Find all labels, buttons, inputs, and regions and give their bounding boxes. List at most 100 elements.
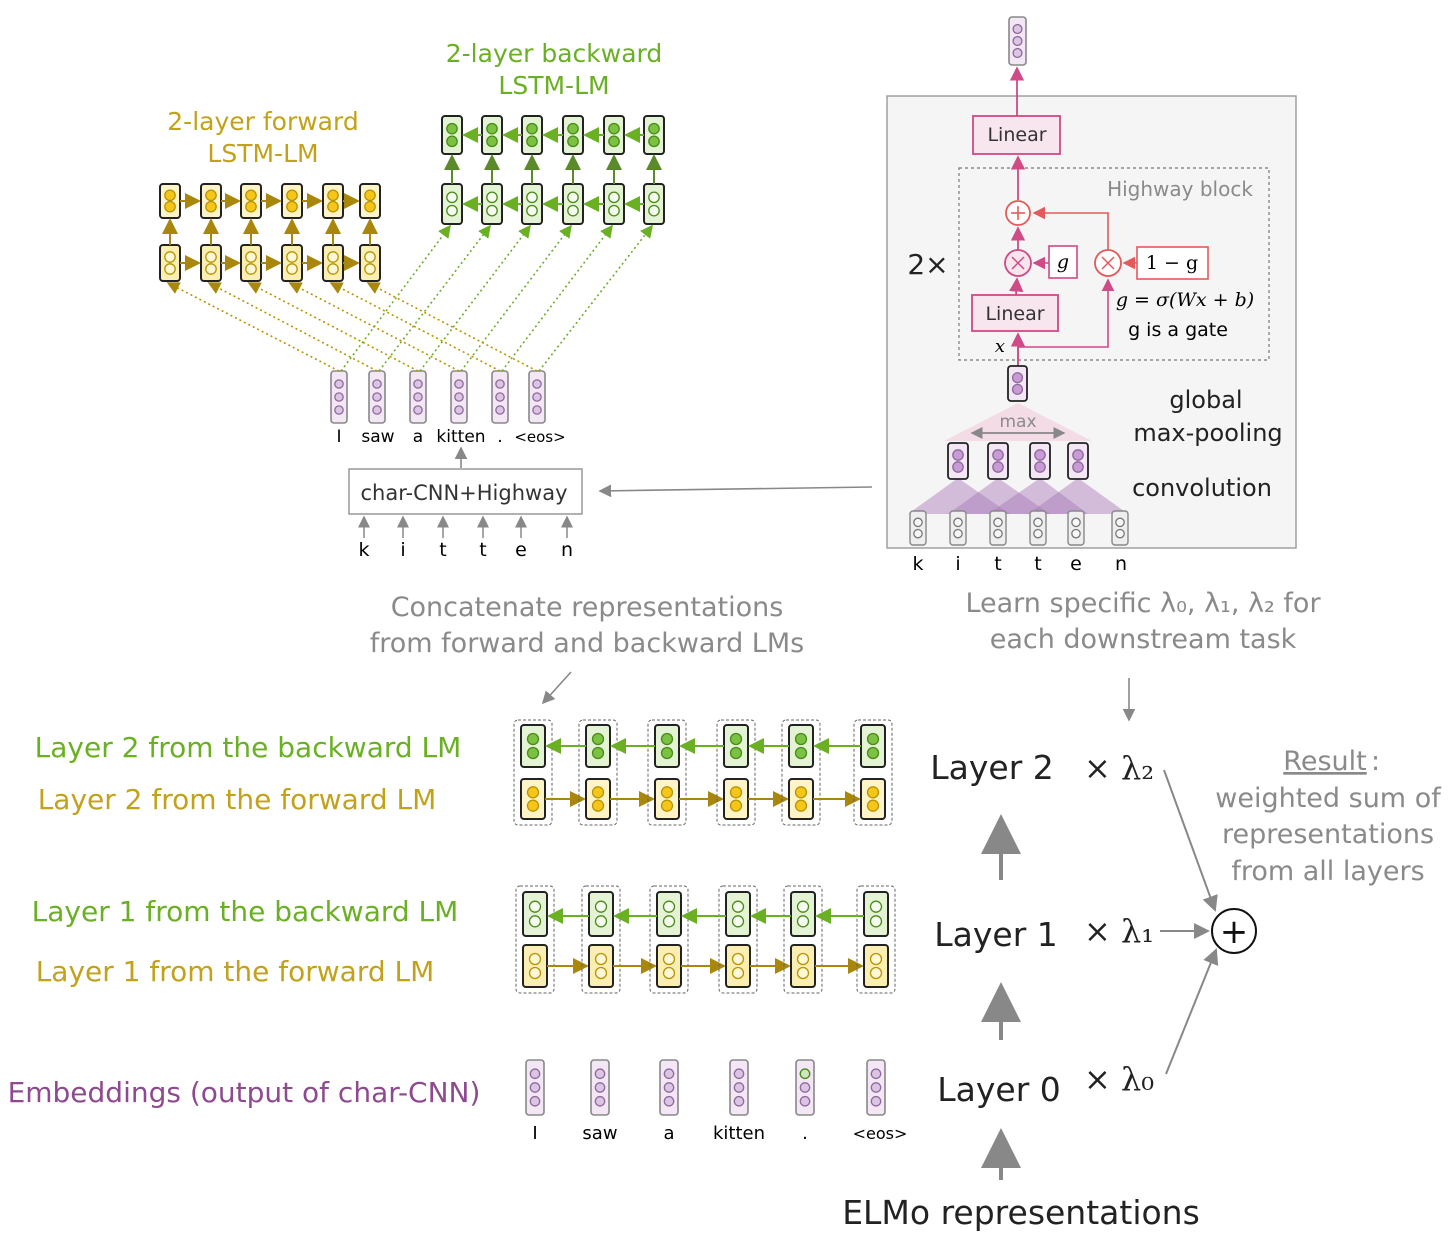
top-embedding-vector-dot (454, 392, 464, 402)
learn-note-line1: Learn specific λ₀, λ₁, λ₂ for (965, 588, 1321, 619)
fwd-input-link (166, 282, 340, 372)
layer1-concat-group (515, 885, 555, 994)
char-embedding-vector-dot (913, 528, 923, 539)
layer2-backward-cell-dot (526, 746, 540, 760)
bwd-l1-cell (441, 183, 463, 225)
bwd-l2-cell-dot (486, 135, 498, 148)
lambda0-label: × λ₀ (1084, 1060, 1154, 1098)
char-embedding-vector (909, 510, 927, 546)
tl-char-5: e (515, 539, 527, 561)
linear-bottom-label: Linear (985, 303, 1044, 325)
fwd-l1-cell-dot (164, 251, 176, 263)
bwd-input-link (378, 224, 491, 372)
result-line2: representations (1222, 819, 1434, 850)
top-embedding-vector-dot (372, 405, 382, 415)
layer2-forward-cell (723, 778, 749, 820)
layer1-backward-cell-dot (731, 900, 745, 913)
bottom-embedding-vector-dot (733, 1082, 745, 1093)
lambda2-label: × λ₂ (1084, 749, 1154, 787)
layer2-forward-cell-dot (866, 786, 880, 799)
layer2-backward-cell (654, 724, 680, 768)
layer1-forward-cell-dot (594, 966, 608, 980)
layer1-forward-cell-dot (731, 952, 745, 966)
layer2-forward-cell-dot (526, 786, 540, 799)
fwd-l1-cell (159, 244, 181, 282)
top-embedding-vector-dot (532, 379, 542, 389)
linear-to-mult-arrow (1009, 277, 1024, 296)
layer2-concat-group (647, 719, 687, 826)
layer1-forward-cell-dot (662, 952, 676, 966)
char-embedding-vector-dot (993, 517, 1003, 528)
layer1-forward-cell-dot (796, 966, 810, 980)
fwd-l2-cell-dot (164, 200, 176, 213)
lambda0-to-sum-arrow (1165, 948, 1219, 1075)
layer1-backward-cell-dot (528, 915, 542, 928)
backward-title-line2: LSTM-LM (498, 71, 609, 100)
bwd-l2-cell-dot (486, 122, 498, 135)
fwd-l1-cell-dot (286, 263, 298, 275)
pooled-vector (1007, 365, 1028, 402)
bwd-input-link (501, 224, 613, 372)
backward-title-line1: 2-layer backward (446, 39, 662, 68)
layer2-backward-cell-dot (591, 746, 605, 760)
top-embedding-vector-dot (413, 405, 423, 415)
layer1-backward-cell-dot (731, 915, 745, 928)
fwd-l1-cell-dot (327, 251, 339, 263)
weighted-sum-circle (1211, 908, 1257, 954)
linear-top-label: Linear (987, 124, 1046, 146)
tr-char-5: e (1070, 553, 1082, 575)
bottom-embedding-vector-dot (663, 1095, 675, 1107)
bwd-l2-cell-dot (648, 135, 660, 148)
sum-symbol: + (1220, 912, 1249, 952)
layer2-backward-cell-dot (660, 732, 674, 746)
bottom-embedding-vector-dot (663, 1082, 675, 1093)
layer2-backward-cell (585, 724, 611, 768)
bwd-l1-cell-dot (608, 204, 620, 217)
layer1-forward-cell-dot (594, 952, 608, 966)
layer2-concat-group (781, 719, 821, 826)
char-embedding-vector (1029, 510, 1047, 546)
layer1-forward-cell-dot (731, 966, 745, 980)
char-embedding-vector-dot (1033, 528, 1043, 539)
tr-char-2: i (955, 553, 960, 575)
fwd-input-link (247, 282, 419, 372)
layer1-label: Layer 1 (934, 915, 1058, 954)
top-embedding-vector-dot (532, 392, 542, 402)
bottom-embedding-vector-dot (663, 1068, 675, 1080)
fwd-l2-cell-dot (245, 200, 257, 213)
bottom-embedding-vector-dot (594, 1095, 606, 1107)
bottom-embedding-vector-dot (870, 1068, 882, 1080)
global-label: global (1169, 386, 1242, 414)
panel-output-vector-dot (1012, 23, 1023, 35)
layer2-forward-cell (788, 778, 814, 820)
footer-title: ELMo representations (842, 1193, 1200, 1232)
result-line1: weighted sum of (1215, 783, 1442, 814)
layer1-concat-group (649, 885, 689, 994)
repeat-label: 2× (907, 248, 948, 281)
layer2-forward-cell-dot (794, 799, 808, 812)
char-embedding-vector (949, 510, 967, 546)
tr-char-6: n (1115, 553, 1127, 575)
conv-filter-4 (1028, 478, 1128, 514)
bwd-l1-cell-dot (526, 204, 538, 217)
top-token-4: kitten (436, 427, 485, 447)
bwd-l1-cell-dot (526, 191, 538, 204)
layer1-backward-cell-dot (869, 900, 883, 913)
fwd-l2-cell-dot (245, 189, 257, 202)
bottom-embedding-vector-dot (529, 1095, 541, 1107)
fwd-l1-cell-dot (205, 263, 217, 275)
layer2-forward-cell-dot (591, 786, 605, 799)
conv-output-vector-dot (992, 449, 1004, 461)
fwd-l1-cell (281, 244, 303, 282)
bwd-l2-cell-dot (567, 122, 579, 135)
conv-output-vector-dot (1034, 449, 1046, 461)
char-embedding-vector (1111, 510, 1129, 546)
bottom-token-6: <eos> (853, 1124, 908, 1143)
fwd-l2-cell-dot (286, 189, 298, 202)
bwd-l1-cell-dot (648, 204, 660, 217)
highway-block-box (958, 167, 1270, 361)
bottom-embedding-vector-dot (733, 1095, 745, 1107)
conv-output-vector-dot (952, 461, 964, 473)
layer1-forward-cell (863, 944, 889, 988)
